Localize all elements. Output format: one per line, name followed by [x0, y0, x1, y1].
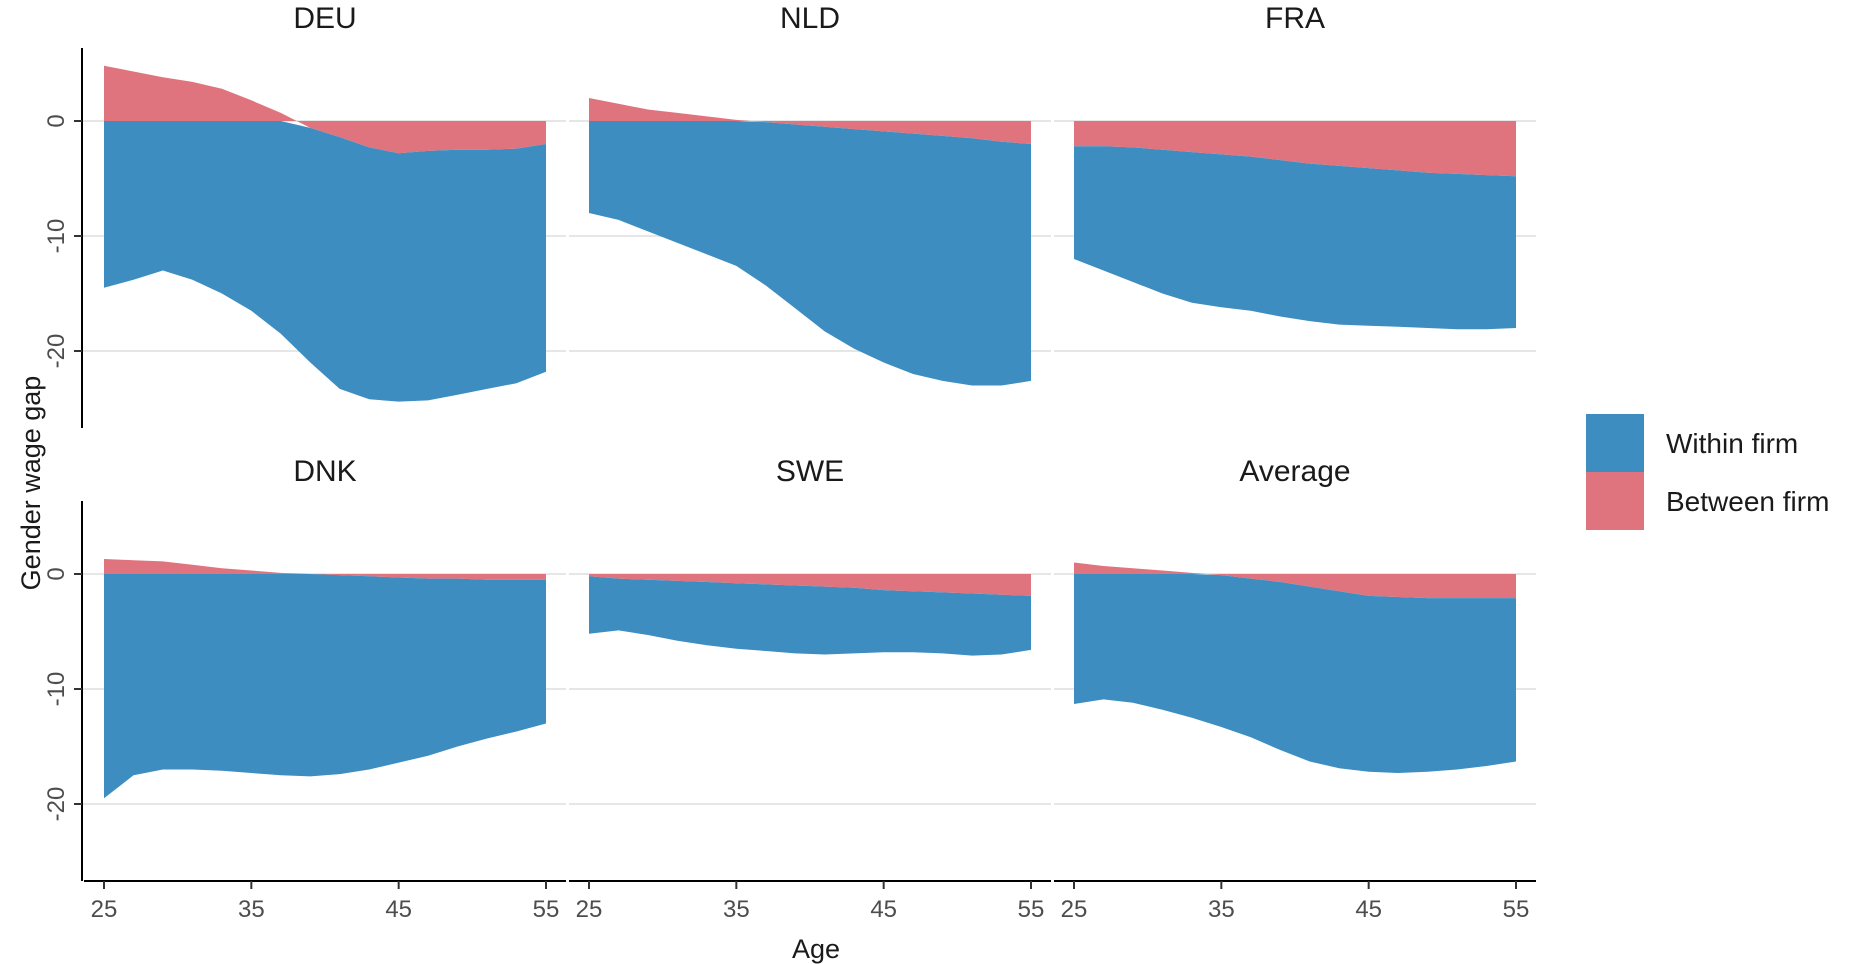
panel-title-dnk: DNK [293, 455, 356, 488]
panel-title-nld: NLD [780, 2, 840, 35]
x-tick-label: 35 [238, 896, 265, 923]
y-tick-label: -20 [43, 787, 70, 822]
panel-title-average: Average [1239, 455, 1350, 488]
y-tick-label: -10 [43, 219, 70, 254]
panel-average: Average [1054, 455, 1536, 805]
panel-deu: DEU [82, 2, 566, 402]
between-firm-area-deu [104, 65, 546, 154]
panel-dnk: DNK [82, 455, 566, 805]
x-tick-label: 35 [1208, 896, 1235, 923]
y-tick-label: 0 [43, 567, 70, 580]
legend-label-between-firm: Between firm [1666, 486, 1829, 517]
y-tick-label: -20 [43, 334, 70, 369]
legend-swatch-within-firm [1586, 414, 1644, 472]
panel-title-fra: FRA [1265, 2, 1325, 35]
between-firm-area-nld [589, 98, 1031, 144]
x-tick-label: 45 [1355, 896, 1382, 923]
y-tick-label: -10 [43, 672, 70, 707]
within-firm-area-average [1074, 574, 1516, 773]
panel-title-swe: SWE [776, 455, 844, 488]
x-tick-label: 55 [533, 896, 560, 923]
y-axis-title: Gender wage gap [16, 376, 46, 591]
between-firm-area-swe [589, 574, 1031, 596]
x-tick-label: 25 [91, 896, 118, 923]
legend-label-within-firm: Within firm [1666, 428, 1798, 459]
panel-fra: FRA [1054, 2, 1536, 352]
x-tick-label: 25 [576, 896, 603, 923]
legend-swatch-between-firm [1586, 472, 1644, 530]
between-firm-area-fra [1074, 121, 1516, 177]
panel-title-deu: DEU [293, 2, 356, 35]
between-firm-area-average [1074, 562, 1516, 599]
x-tick-label: 45 [385, 896, 412, 923]
x-tick-label: 35 [723, 896, 750, 923]
x-axis-title: Age [792, 934, 840, 964]
within-firm-area-dnk [104, 574, 546, 799]
x-tick-label: 55 [1503, 896, 1530, 923]
within-firm-area-fra [1074, 146, 1516, 330]
panel-swe: SWE [569, 455, 1051, 805]
within-firm-area-nld [589, 121, 1031, 386]
within-firm-area-deu [104, 121, 546, 402]
y-tick-label: 0 [43, 114, 70, 127]
panel-nld: NLD [569, 2, 1051, 386]
x-tick-label: 25 [1061, 896, 1088, 923]
within-firm-area-swe [589, 576, 1031, 656]
x-tick-label: 55 [1018, 896, 1045, 923]
legend: Within firm Between firm [1586, 414, 1829, 530]
between-firm-area-dnk [104, 559, 546, 580]
x-tick-label: 45 [870, 896, 897, 923]
